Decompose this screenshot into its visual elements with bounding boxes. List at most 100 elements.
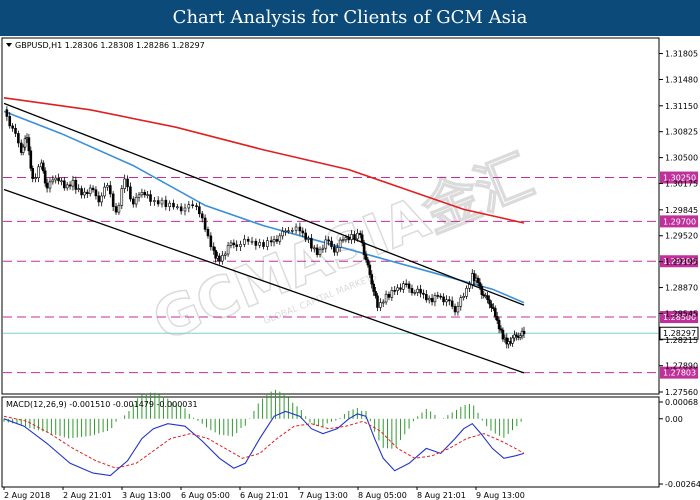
- candle-body: [229, 242, 233, 246]
- candle-body: [191, 204, 194, 207]
- candle-body: [179, 206, 183, 212]
- candle-body: [515, 334, 518, 337]
- macd-panel: [1, 396, 660, 488]
- candle-body: [134, 196, 138, 205]
- candle-body: [214, 250, 217, 259]
- candle-body: [126, 178, 129, 188]
- candle-body: [11, 125, 14, 129]
- price-tick-label: 1.29195: [665, 258, 698, 267]
- candle-body: [143, 192, 147, 196]
- candle-body: [456, 305, 460, 313]
- price-tick-label: 1.31805: [665, 50, 698, 59]
- candle-body: [258, 242, 261, 246]
- candle-body: [281, 230, 284, 237]
- candle-body: [34, 177, 37, 180]
- candle-body: [266, 240, 269, 247]
- candle-body: [27, 137, 31, 152]
- candle-body: [522, 330, 526, 335]
- candle-body: [344, 237, 348, 241]
- level-label-box: [660, 366, 698, 379]
- banner: Chart Analysis for Clients of GCM Asia: [0, 0, 700, 36]
- candle-body: [312, 247, 316, 250]
- candle-body: [374, 291, 377, 297]
- candle-body: [436, 295, 440, 297]
- candle-body: [45, 182, 49, 189]
- candle-body: [140, 192, 144, 196]
- candle-body: [65, 184, 69, 189]
- candle-body: [74, 179, 78, 190]
- level-label: 1.30250: [663, 174, 696, 183]
- price-tick-label: 1.30175: [665, 180, 698, 189]
- candle-body: [100, 195, 103, 203]
- candle-body: [413, 292, 417, 294]
- candle-body: [176, 206, 179, 209]
- candle-body: [445, 299, 448, 303]
- candle-body: [51, 179, 55, 183]
- candle-body: [448, 299, 451, 302]
- candle-body: [488, 299, 491, 305]
- level-label: 1.29700: [663, 217, 696, 226]
- candle-body: [511, 337, 514, 344]
- candle-body: [290, 229, 294, 232]
- price-tick-label: 1.29845: [665, 206, 698, 215]
- price-tick-label: 1.30500: [665, 154, 698, 163]
- price-axis: 1.31805 1.31480 1.31150 1.30825 1.30500 1.301…: [659, 50, 698, 397]
- candles: [5, 106, 526, 349]
- candle-body: [63, 180, 66, 189]
- candle-body: [129, 186, 132, 200]
- candle-body: [5, 109, 9, 117]
- time-tick-label: 8 Aug 05:00: [358, 491, 407, 500]
- candle-body: [86, 191, 89, 194]
- candle-body: [505, 337, 509, 345]
- candle-body: [379, 302, 382, 308]
- candle-body: [480, 286, 484, 295]
- candle-body: [327, 239, 330, 242]
- price-tick-label: 1.28545: [665, 309, 698, 318]
- candle-body: [209, 235, 213, 248]
- candle-body: [137, 194, 141, 198]
- candle-body: [476, 277, 480, 283]
- price-tick-label: 1.29520: [665, 232, 698, 241]
- candle-body: [430, 297, 434, 303]
- candle-body: [164, 199, 168, 208]
- current-price-box: [659, 326, 699, 340]
- candle-body: [91, 187, 95, 191]
- candle-body: [350, 234, 353, 240]
- candle-body: [358, 232, 362, 236]
- candle-body: [198, 206, 201, 215]
- candle-body: [94, 189, 98, 197]
- candle-body: [41, 162, 45, 172]
- time-tick-label: 9 Aug 13:00: [476, 491, 525, 500]
- candle-body: [396, 287, 399, 291]
- time-tick-label: 6 Aug 05:00: [181, 491, 230, 500]
- candle-body: [108, 185, 112, 195]
- candle-body: [23, 138, 27, 148]
- candle-body: [106, 185, 109, 188]
- candle-body: [478, 282, 482, 287]
- candle-body: [254, 240, 258, 246]
- symbol-header: GBPUSD,H1 1.28306 1.28308 1.28286 1.2829…: [6, 41, 205, 50]
- candle-body: [338, 239, 342, 248]
- candle-body: [333, 246, 336, 253]
- candle-body: [60, 180, 63, 183]
- candle-body: [123, 178, 126, 189]
- candle-body: [97, 195, 101, 203]
- channel-upper-line: [3, 102, 525, 306]
- candle-body: [187, 204, 191, 209]
- candle-body: [315, 247, 319, 256]
- candle-body: [269, 240, 273, 243]
- candle-body: [482, 294, 486, 296]
- candle-body: [111, 193, 115, 207]
- candle-body: [223, 253, 227, 256]
- candle-body: [442, 296, 445, 303]
- candle-body: [472, 273, 476, 282]
- candle-body: [235, 244, 239, 247]
- candle-body: [275, 239, 279, 242]
- level-label-box: [660, 215, 698, 228]
- candle-body: [321, 247, 325, 250]
- candle-body: [335, 247, 339, 253]
- candle-body: [200, 213, 204, 219]
- candle-body: [8, 116, 12, 127]
- candle-body: [387, 293, 391, 298]
- candle-body: [416, 288, 420, 293]
